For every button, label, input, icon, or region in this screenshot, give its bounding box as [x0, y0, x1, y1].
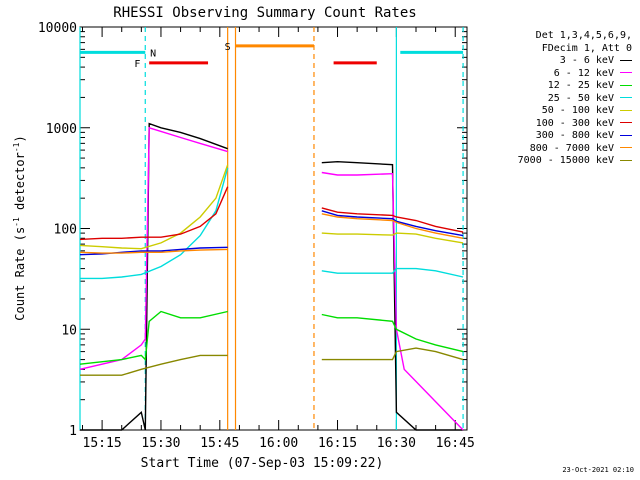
legend-swatch [620, 72, 632, 73]
legend-swatch [620, 122, 632, 123]
x-tick-label: 16:45 [436, 436, 475, 451]
y-axis-label-sup2: -1 [12, 142, 21, 152]
flag-label: S [225, 42, 231, 53]
series-line [321, 210, 464, 237]
x-tick-label: 16:15 [318, 436, 357, 451]
axes: 1 10 100 1000 10000 15:15 15:30 15:45 16:00 16:15… [38, 21, 475, 451]
series-line [79, 248, 228, 254]
series-line [79, 164, 229, 250]
legend-swatch [620, 84, 632, 86]
series-lines [79, 122, 464, 431]
flag-bars: NF S [80, 42, 464, 70]
legend-swatch [620, 159, 632, 161]
y-tick-label: 100 [54, 223, 77, 238]
x-tick-label: 15:30 [141, 436, 180, 451]
series-line [321, 207, 464, 233]
legend-entry: 25 - 50 keV [470, 93, 632, 106]
legend-entry: 100 - 300 keV [470, 118, 632, 131]
legend-entry: 6 - 12 keV [470, 68, 632, 81]
x-tick-label: 15:15 [83, 436, 122, 451]
series-line [79, 126, 228, 370]
legend-label: 25 - 50 keV [547, 92, 620, 104]
legend-entry: 7000 - 15000 keV [470, 155, 632, 168]
series-line [80, 122, 228, 431]
legend-label: 12 - 25 keV [547, 80, 620, 91]
series-line [321, 213, 464, 239]
legend-swatch [620, 147, 632, 148]
legend-swatch [620, 109, 632, 111]
legend-entry: 300 - 800 keV [470, 130, 632, 143]
y-axis-label-sup1: -1 [12, 217, 21, 227]
vertical-lines [79, 27, 464, 430]
legend-label: 100 - 300 keV [535, 117, 620, 129]
x-axis-label: Start Time (07-Sep-03 15:09:22) [141, 456, 384, 471]
series-line [80, 167, 229, 280]
legend: Det 1,3,4,5,6,9, FDecim 1, Att 0 3 - 6 k… [470, 30, 632, 168]
legend-label: 7000 - 15000 keV [517, 155, 620, 166]
legend-entry: 3 - 6 keV [470, 55, 632, 68]
y-axis-label-end: ) [13, 135, 27, 142]
legend-label: 6 - 12 keV [553, 67, 620, 79]
legend-label: 3 - 6 keV [559, 55, 620, 66]
legend-swatch [620, 59, 632, 61]
x-tick-label: 15:45 [200, 436, 239, 451]
series-line [80, 354, 228, 376]
legend-label: 300 - 800 keV [535, 130, 620, 141]
y-axis-label-mid: detector [13, 152, 27, 217]
legend-label: 50 - 100 keV [541, 105, 620, 116]
legend-header-line-2: FDecim 1, Att 0 [541, 42, 632, 54]
flag-label: F [134, 59, 140, 70]
chart-title: RHESSI Observing Summary Count Rates [113, 5, 416, 21]
flag-label: N [150, 48, 156, 59]
series-line [321, 313, 464, 353]
y-tick-label: 1000 [46, 122, 77, 137]
x-tick-label: 16:00 [259, 436, 298, 451]
legend-entry: 50 - 100 keV [470, 105, 632, 118]
legend-swatch [620, 97, 632, 98]
y-tick-label: 10000 [38, 21, 77, 36]
y-axis-label-main: Count Rate (s [13, 227, 27, 321]
legend-swatch [620, 134, 632, 136]
series-line [79, 186, 229, 241]
series-line [321, 160, 464, 431]
legend-header-line-1: Det 1,3,4,5,6,9, [535, 30, 632, 41]
series-line [321, 171, 464, 431]
y-tick-label: 1 [69, 424, 77, 439]
series-line [321, 267, 464, 278]
legend-label: 800 - 7000 keV [529, 142, 620, 154]
x-tick-label: 16:30 [377, 436, 416, 451]
y-axis-label: Count Rate (s-1 detector-1) [12, 135, 27, 320]
series-line [321, 232, 464, 244]
legend-entry: 12 - 25 keV [470, 80, 632, 93]
timestamp: 23-Oct-2021 02:10 [562, 466, 634, 474]
legend-entry: 800 - 7000 keV [470, 143, 632, 156]
y-tick-label: 10 [61, 323, 77, 338]
series-line [79, 310, 228, 365]
series-line [321, 347, 464, 361]
